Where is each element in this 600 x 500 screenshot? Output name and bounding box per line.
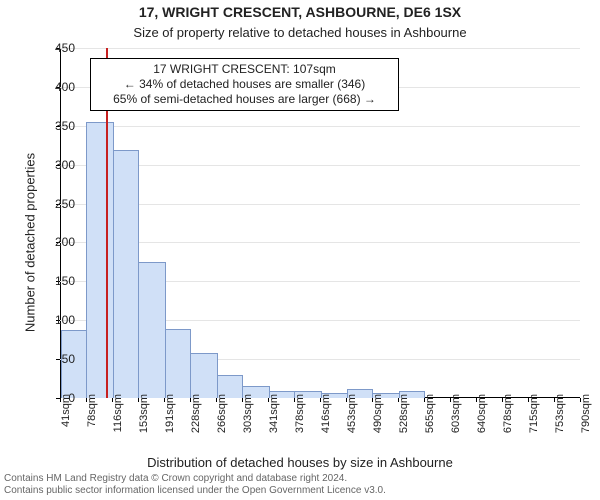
- histogram-bar: [138, 262, 165, 398]
- y-tick-label: 300: [25, 158, 75, 172]
- x-tick-label: 678sqm: [502, 394, 514, 433]
- x-tick-label: 565sqm: [424, 394, 436, 433]
- info-box: 17 WRIGHT CRESCENT: 107sqm← 34% of detac…: [90, 58, 399, 111]
- chart-wrap: 17, WRIGHT CRESCENT, ASHBOURNE, DE6 1SX …: [0, 0, 600, 500]
- plot-inner: 41sqm78sqm116sqm153sqm191sqm228sqm266sqm…: [60, 48, 580, 398]
- x-tick-label: 490sqm: [372, 394, 384, 433]
- y-tick-label: 350: [25, 119, 75, 133]
- info-box-line: 65% of semi-detached houses are larger (…: [97, 92, 392, 107]
- y-tick-label: 50: [25, 352, 75, 366]
- footer-line1: Contains HM Land Registry data © Crown c…: [4, 473, 386, 485]
- y-tick-label: 250: [25, 197, 75, 211]
- y-tick-label: 150: [25, 274, 75, 288]
- plot-area: 41sqm78sqm116sqm153sqm191sqm228sqm266sqm…: [60, 48, 580, 398]
- x-tick-label: 790sqm: [580, 394, 592, 433]
- footer: Contains HM Land Registry data © Crown c…: [4, 473, 386, 497]
- x-tick-label: 378sqm: [294, 394, 306, 433]
- x-tick-label: 303sqm: [242, 394, 254, 433]
- info-box-line: ← 34% of detached houses are smaller (34…: [97, 77, 392, 92]
- info-box-line: 17 WRIGHT CRESCENT: 107sqm: [97, 62, 392, 77]
- y-tick-label: 0: [25, 391, 75, 405]
- y-tick-label: 200: [25, 235, 75, 249]
- x-tick-label: 341sqm: [268, 394, 280, 433]
- x-tick-label: 416sqm: [320, 394, 332, 433]
- histogram-bar: [165, 329, 192, 398]
- x-tick-label: 191sqm: [164, 394, 176, 433]
- x-tick-label: 116sqm: [112, 394, 124, 432]
- gridline: [60, 126, 580, 127]
- x-tick-label: 528sqm: [398, 394, 410, 433]
- footer-line2: Contains public sector information licen…: [4, 485, 386, 497]
- chart-subtitle: Size of property relative to detached ho…: [0, 25, 600, 40]
- y-tick-label: 450: [25, 41, 75, 55]
- x-tick-label: 603sqm: [450, 394, 462, 433]
- histogram-bar: [113, 150, 140, 398]
- x-tick-label: 453sqm: [346, 394, 358, 433]
- gridline: [60, 48, 580, 49]
- x-tick-label: 753sqm: [554, 394, 566, 433]
- x-tick-label: 640sqm: [476, 394, 488, 433]
- x-tick-label: 228sqm: [190, 394, 202, 433]
- y-tick-label: 400: [25, 80, 75, 94]
- x-tick-label: 715sqm: [528, 394, 540, 433]
- x-tick-label: 78sqm: [86, 394, 98, 427]
- histogram-bar: [86, 122, 113, 398]
- histogram-bar: [190, 353, 217, 398]
- x-tick-label: 266sqm: [216, 394, 228, 433]
- x-tick-label: 153sqm: [138, 394, 150, 433]
- y-tick-label: 100: [25, 313, 75, 327]
- x-axis-label: Distribution of detached houses by size …: [0, 455, 600, 470]
- chart-title: 17, WRIGHT CRESCENT, ASHBOURNE, DE6 1SX: [0, 4, 600, 20]
